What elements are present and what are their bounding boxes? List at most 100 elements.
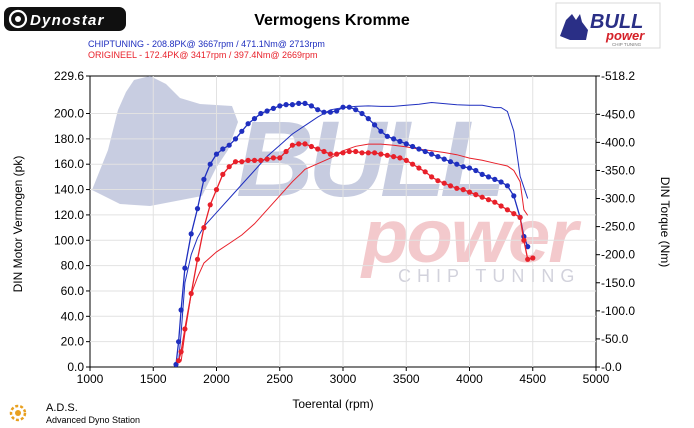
origineel-power-point bbox=[525, 256, 531, 262]
y-right-tick-label: -350.0 bbox=[601, 163, 635, 177]
origineel-power-point bbox=[372, 150, 378, 156]
chiptuning-power-point bbox=[302, 100, 308, 106]
y-left-tick-label: 200.0 bbox=[54, 107, 84, 121]
origineel-power-point bbox=[466, 189, 473, 195]
y-axis-left: 0.0 20.0 40.0 60.0 80.0 100.0 120.0 140.0 160.0 1… bbox=[54, 69, 90, 374]
chiptuning-power-point bbox=[353, 107, 359, 113]
x-axis: 1000 1500 2000 2500 3000 3500 4000 4500 5000 bbox=[77, 367, 610, 386]
chiptuning-power-point bbox=[378, 128, 384, 134]
y-left-tick-label: 229.6 bbox=[54, 69, 84, 83]
chiptuning-power-point bbox=[283, 102, 289, 108]
ads-sun-icon bbox=[9, 404, 27, 422]
origineel-power-point bbox=[315, 146, 321, 152]
origineel-power-point bbox=[264, 156, 270, 162]
chiptuning-power-point bbox=[207, 161, 213, 167]
chiptuning-power-point bbox=[327, 109, 333, 115]
origineel-power-point bbox=[239, 159, 245, 165]
chiptuning-power-point bbox=[226, 142, 232, 148]
y-left-tick-label: 20.0 bbox=[61, 335, 85, 349]
origineel-power-point bbox=[353, 148, 359, 155]
y-left-tick-label: 160.0 bbox=[54, 157, 84, 171]
chiptuning-power-point bbox=[473, 167, 479, 174]
watermark-sub: CHIP TUNING bbox=[398, 266, 580, 286]
y-left-tick-label: 100.0 bbox=[54, 233, 84, 247]
chiptuning-power-point bbox=[416, 146, 422, 152]
origineel-power-point bbox=[365, 150, 371, 156]
x-tick-label: 1000 bbox=[77, 372, 104, 386]
y-right-tick-label: -50.0 bbox=[601, 332, 629, 346]
chart-title: Vermogens Kromme bbox=[254, 12, 410, 29]
origineel-torque-line bbox=[180, 143, 529, 362]
x-tick-label: 3000 bbox=[330, 372, 357, 386]
origineel-power-point bbox=[346, 148, 352, 155]
origineel-power-point bbox=[308, 143, 314, 150]
origineel-power-point bbox=[492, 199, 498, 205]
chiptuning-power-point bbox=[441, 156, 447, 162]
watermark-bull-icon bbox=[92, 76, 238, 206]
chiptuning-power-point bbox=[372, 122, 378, 128]
bullpower-logo: BULL power CHIP TUNING bbox=[555, 2, 661, 49]
origineel-power-point bbox=[498, 203, 504, 209]
chiptuning-power-point bbox=[460, 164, 466, 170]
x-tick-label: 2500 bbox=[266, 372, 293, 386]
origineel-power-point bbox=[416, 165, 422, 171]
origineel-power-point bbox=[521, 237, 527, 243]
chiptuning-power-point bbox=[296, 100, 302, 106]
origineel-power-point bbox=[270, 155, 276, 161]
origineel-power-point bbox=[454, 185, 460, 191]
x-tick-label: 3500 bbox=[393, 372, 420, 386]
watermark-bottom: power bbox=[360, 194, 582, 279]
y-axis-right: -0.0 -50.0 -100.0 -150.0 -200.0 -250.0 -300.0 -… bbox=[596, 69, 635, 374]
bull-icon bbox=[560, 14, 588, 40]
y-right-tick-label: -300.0 bbox=[601, 192, 635, 206]
chiptuning-power-point bbox=[485, 174, 492, 180]
chiptuning-power-point bbox=[277, 103, 283, 109]
origineel-power-point bbox=[391, 154, 397, 160]
origineel-power-point bbox=[188, 290, 194, 297]
origineel-power-point bbox=[302, 141, 308, 147]
origineel-power-point bbox=[441, 180, 447, 186]
origineel-power-point bbox=[283, 148, 289, 155]
chiptuning-power-point bbox=[384, 133, 390, 139]
x-tick-label: 1500 bbox=[140, 372, 167, 386]
origineel-power-point bbox=[321, 148, 327, 155]
chiptuning-power-point bbox=[454, 161, 460, 167]
chiptuning-power-point bbox=[258, 110, 264, 117]
chiptuning-power-point bbox=[365, 116, 371, 122]
chiptuning-power-point bbox=[194, 206, 201, 212]
origineel-power-point bbox=[517, 214, 523, 220]
y-right-tick-label: -400.0 bbox=[601, 135, 635, 149]
x-tick-label: 2000 bbox=[203, 372, 230, 386]
ads-logo: A.D.S. Advanced Dyno Station bbox=[9, 402, 140, 425]
chiptuning-power-point bbox=[410, 143, 416, 150]
y-axis-left-label: DIN Motor Vermogen (pk) bbox=[11, 156, 25, 293]
chiptuning-power-point bbox=[270, 105, 276, 111]
origineel-power-point bbox=[245, 157, 251, 163]
origineel-power-point bbox=[289, 142, 295, 148]
chiptuning-power-point bbox=[334, 108, 340, 114]
chiptuning-power-point bbox=[220, 146, 226, 152]
x-tick-label: 4500 bbox=[519, 372, 546, 386]
x-tick-label: 5000 bbox=[583, 372, 610, 386]
chiptuning-power-point bbox=[525, 244, 531, 250]
origineel-power-point bbox=[327, 151, 333, 157]
y-left-tick-label: 40.0 bbox=[61, 309, 85, 323]
y-left-tick-label: 80.0 bbox=[61, 259, 85, 273]
dynostar-logo: Dynostar bbox=[4, 7, 126, 31]
legend: CHIPTUNING - 208.8PK@ 3667rpm / 471.1Nm@… bbox=[88, 39, 325, 60]
chiptuning-power-point bbox=[264, 108, 270, 114]
origineel-power-point bbox=[251, 157, 258, 163]
origineel-power-point bbox=[232, 159, 239, 165]
x-tick-label: 4000 bbox=[456, 372, 483, 386]
chiptuning-power-point bbox=[391, 136, 397, 142]
chiptuning-power-point bbox=[289, 102, 295, 108]
chiptuning-power-point bbox=[422, 148, 428, 155]
origineel-power-point bbox=[334, 151, 340, 157]
chiptuning-power-point bbox=[315, 107, 321, 113]
dynostar-logo-text: Dynostar bbox=[30, 12, 105, 29]
y-left-tick-label: 180.0 bbox=[54, 132, 84, 146]
chiptuning-power-point bbox=[346, 104, 352, 110]
chiptuning-power-point bbox=[188, 231, 194, 237]
legend-entry-origineel: ORIGINEEL - 172.4PK@ 3417rpm / 397.4Nm@ … bbox=[88, 50, 318, 60]
y-right-tick-label: -450.0 bbox=[601, 107, 635, 121]
